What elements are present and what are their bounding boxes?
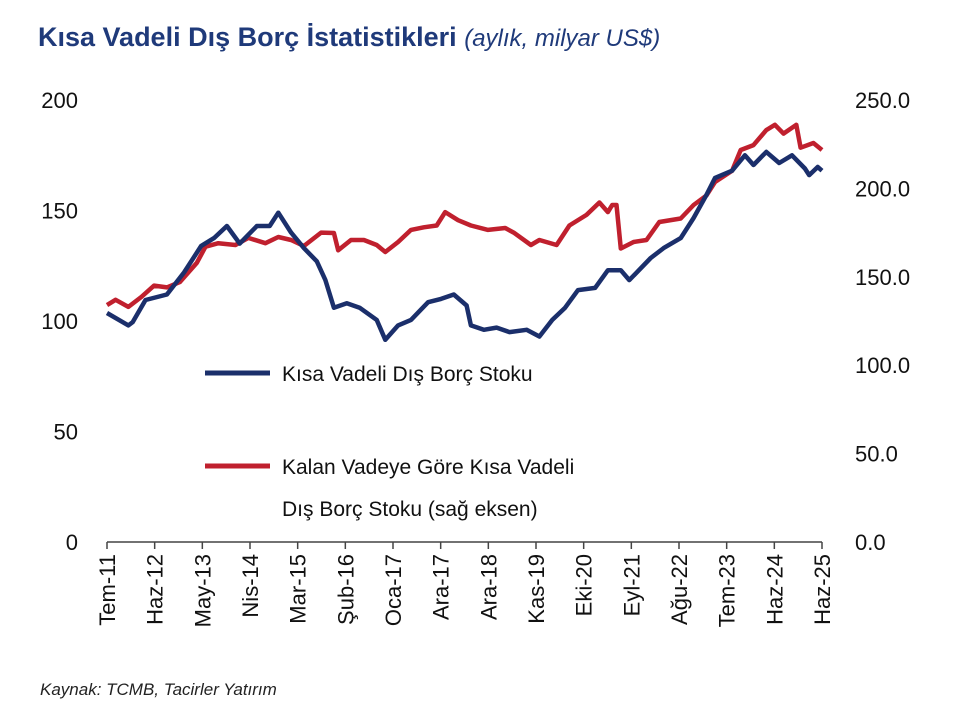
y-right-tick-label: 50.0 bbox=[855, 442, 898, 467]
x-tick-label: Nis-14 bbox=[238, 554, 263, 618]
x-tick-label: Ara-17 bbox=[429, 554, 454, 620]
y-left-tick-label: 50 bbox=[54, 420, 78, 445]
y-right-tick-label: 250.0 bbox=[855, 88, 910, 113]
series-short-term-debt bbox=[105, 149, 824, 343]
y-right-tick-label: 0.0 bbox=[855, 530, 886, 555]
x-tick-label: May-13 bbox=[190, 554, 215, 627]
axes: 0 50 100 150 200 0.0 50.0 100.0 150.0 200.0 250.0 T… bbox=[41, 88, 910, 627]
x-tick-label: Şub-16 bbox=[333, 554, 358, 625]
y-right-tick-label: 150.0 bbox=[855, 265, 910, 290]
y-left-tick-label: 200 bbox=[41, 88, 78, 113]
x-tick-label: Haz-24 bbox=[762, 554, 787, 625]
legend-label-short-term-debt: Kısa Vadeli Dış Borç Stoku bbox=[282, 363, 533, 386]
x-tick-label: Eyl-21 bbox=[619, 554, 644, 616]
x-tick-label: Haz-25 bbox=[810, 554, 835, 625]
legend-label-remaining-maturity-2: Dış Borç Stoku (sağ eksen) bbox=[282, 498, 538, 521]
x-tick-label: Kas-19 bbox=[524, 554, 549, 624]
x-tick-label: Oca-17 bbox=[381, 554, 406, 626]
chart-title: Kısa Vadeli Dış Borç İstatistikleri (ayl… bbox=[38, 22, 660, 53]
y-left-tick-label: 150 bbox=[41, 199, 78, 224]
x-tick-label: Mar-15 bbox=[286, 554, 311, 624]
x-tick-label: Tem-11 bbox=[95, 554, 120, 626]
legend: Kısa Vadeli Dış Borç Stoku Kalan Vadeye … bbox=[205, 363, 574, 521]
x-tick-label: Ara-18 bbox=[476, 554, 501, 620]
source-note: Kaynak: TCMB, Tacirler Yatırım bbox=[40, 680, 277, 699]
x-tick-label: Ağu-22 bbox=[667, 554, 692, 625]
series-lines bbox=[105, 122, 824, 343]
chart-title-sub: (aylık, milyar US$) bbox=[464, 25, 661, 52]
x-tick-label: Eki-20 bbox=[572, 554, 597, 616]
y-right-tick-label: 200.0 bbox=[855, 176, 910, 201]
x-tick-label: Tem-23 bbox=[715, 554, 740, 627]
y-right-tick-label: 100.0 bbox=[855, 353, 910, 378]
series-remaining-maturity bbox=[105, 122, 824, 310]
legend-label-remaining-maturity-1: Kalan Vadeye Göre Kısa Vadeli bbox=[282, 456, 574, 479]
x-tick-label: Haz-12 bbox=[143, 554, 168, 625]
chart-title-main: Kısa Vadeli Dış Borç İstatistikleri bbox=[38, 22, 457, 52]
y-left-tick-label: 100 bbox=[41, 309, 78, 334]
y-left-tick-label: 0 bbox=[66, 530, 78, 555]
